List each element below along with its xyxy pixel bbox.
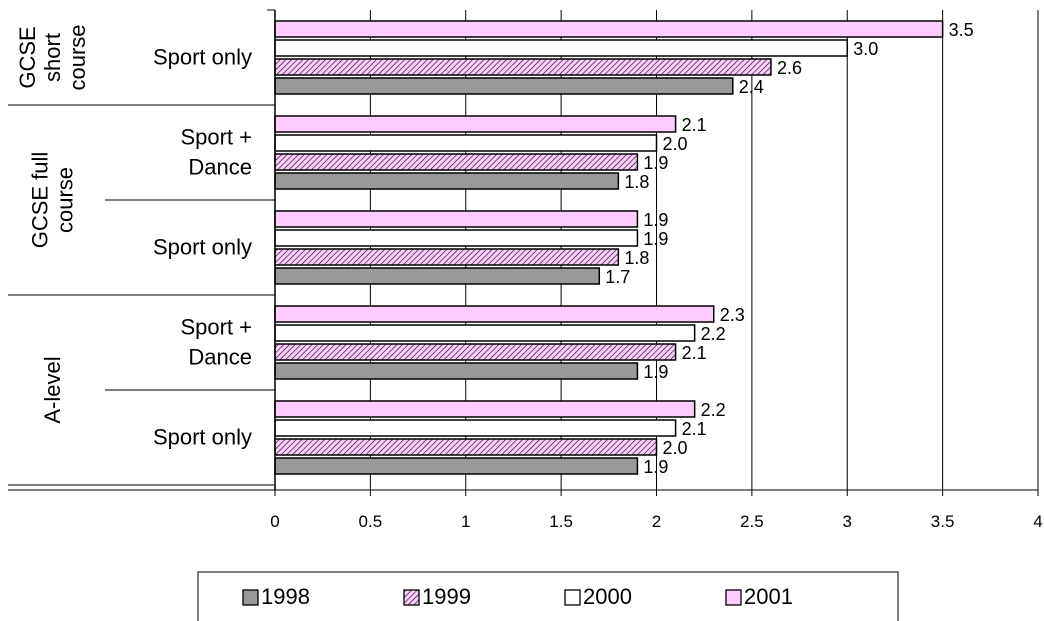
group-label: A-level: [40, 356, 65, 423]
legend-label: 2001: [744, 584, 793, 609]
bar-2001: [274, 210, 639, 228]
x-tick-label: 3: [843, 512, 852, 531]
legend-swatch-2001: [725, 589, 742, 606]
data-label: 2.1: [682, 343, 707, 363]
data-label: 3.5: [949, 20, 974, 40]
legend-label: 1998: [261, 584, 310, 609]
bar-2001: [274, 115, 677, 133]
data-label: 1.9: [643, 153, 668, 173]
bar-1999: [274, 58, 772, 76]
legend-label: 2000: [583, 584, 632, 609]
bar-2001: [274, 20, 944, 38]
data-label: 3.0: [853, 39, 878, 59]
bar-1999: [274, 343, 677, 361]
bar-2000: [274, 324, 696, 342]
category-label: Sport only: [153, 235, 252, 260]
group-label: GCSE fullcourse: [28, 152, 78, 249]
data-label: 2.0: [663, 134, 688, 154]
category-label: Dance: [188, 345, 252, 370]
category-label: Sport +: [180, 125, 252, 150]
group-label-line: short: [40, 33, 65, 82]
x-tick-label: 2.5: [740, 512, 764, 531]
x-tick-label: 1.5: [549, 512, 573, 531]
data-label: 2.4: [739, 77, 764, 97]
x-tick-label: 3.5: [931, 512, 955, 531]
bar-2000: [274, 229, 639, 247]
data-label: 1.9: [643, 362, 668, 382]
bar-1998: [274, 457, 639, 475]
data-label: 1.9: [643, 210, 668, 230]
bar-2000: [274, 39, 848, 57]
data-labels: 3.53.02.62.42.12.01.91.81.91.91.81.72.32…: [605, 20, 973, 477]
x-tick-label: 0.5: [359, 512, 383, 531]
x-tick-label: 0: [270, 512, 279, 531]
data-label: 2.2: [701, 324, 726, 344]
group-label-line: A-level: [40, 356, 65, 423]
bar-1999: [274, 153, 639, 171]
bar-1999: [274, 248, 620, 266]
group-label: GCSEshortcourse: [15, 24, 90, 90]
legend-box: [197, 571, 899, 621]
group-label-line: course: [65, 24, 90, 90]
bar-1998: [274, 172, 620, 190]
bar-2000: [274, 419, 677, 437]
legend-swatch-1998: [242, 589, 259, 606]
legend-label: 1999: [422, 584, 471, 609]
bars: [274, 20, 944, 475]
data-label: 2.1: [682, 115, 707, 135]
legend: 1998 1999 2000 2001: [197, 571, 899, 621]
bar-1998: [274, 362, 639, 380]
bar-1998: [274, 267, 601, 285]
category-label: Sport +: [180, 315, 252, 340]
data-label: 2.0: [663, 438, 688, 458]
bar-2001: [274, 400, 696, 418]
x-tick-label: 2: [652, 512, 661, 531]
x-tick-label: 1: [461, 512, 470, 531]
group-label-line: GCSE: [15, 26, 40, 88]
legend-swatch-2000: [564, 589, 581, 606]
bar-1999: [274, 438, 658, 456]
data-label: 1.7: [605, 267, 630, 287]
data-label: 1.8: [624, 248, 649, 268]
category-label: Sport only: [153, 45, 252, 70]
bar-1998: [274, 77, 734, 95]
group-label-line: GCSE full: [28, 152, 53, 249]
bar-2001: [274, 305, 715, 323]
group-label-line: course: [53, 167, 78, 233]
category-label: Sport only: [153, 425, 252, 450]
data-label: 1.9: [643, 457, 668, 477]
x-tick-label: 4: [1033, 512, 1042, 531]
bar-2000: [274, 134, 658, 152]
data-label: 1.8: [624, 172, 649, 192]
data-label: 2.3: [720, 305, 745, 325]
data-label: 2.6: [777, 58, 802, 78]
data-label: 2.2: [701, 400, 726, 420]
data-label: 1.9: [643, 229, 668, 249]
data-label: 2.1: [682, 419, 707, 439]
legend-swatch-1999: [403, 589, 420, 606]
category-label: Dance: [188, 155, 252, 180]
